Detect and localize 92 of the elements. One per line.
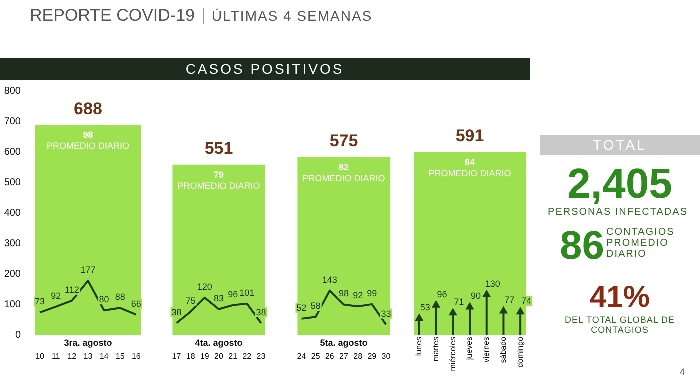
x-tick-label: 12 [68,352,78,362]
text: CONTAGIOS PROMEDIO DIARIO [606,227,676,260]
data-label: 99 [367,288,378,298]
x-tick-label: jueves [465,337,474,362]
x-tick-label: 26 [325,352,335,362]
data-label: 92 [51,290,62,301]
annotation: 82 [338,162,350,172]
x-axis-title: 4ta. agosto [195,338,244,348]
x-axis-title: 3ra. agosto [64,338,113,348]
x-tick-label: 10 [36,352,46,362]
x-tick-label: 23 [256,352,266,362]
x-tick-label: 20 [214,352,224,362]
data-label: 143 [322,274,338,285]
data-label: 33 [381,308,392,319]
data-label: 38 [256,307,266,318]
y-tick-label: 800 [4,86,22,97]
y-tick-label: 600 [4,146,22,158]
text: PERSONAS INFECTADAS [547,207,689,218]
data-label: 52 [296,302,307,313]
point [432,300,440,308]
x-tick-label: lunes [414,337,424,356]
data-label: 177 [80,265,96,275]
data-label: 75 [186,296,196,306]
x-tick-label: 21 [228,352,238,362]
annotation: PROMEDIO DIARIO [428,168,512,179]
data-label: 74 [522,296,532,306]
data-label: 88 [115,292,126,302]
data-label: 96 [228,289,238,300]
x-tick-label: 30 [382,352,392,362]
band-label: 575 [330,132,358,151]
data-label: 112 [64,284,80,295]
x-tick-label: 25 [311,352,321,362]
annotation: PROMEDIO DIARIO [46,141,130,152]
data-label: 38 [172,307,182,318]
data-label: 80 [99,294,110,305]
x-tick-label: domingo [516,336,525,368]
annotation: 79 [214,170,224,180]
text: ÚLTIMAS 4 SEMANAS [203,8,373,24]
point [482,290,491,298]
x-tick-label: 16 [132,352,142,362]
x-tick-label: 27 [340,352,349,362]
y-tick-label: 300 [4,238,22,250]
text: 4 [680,367,686,377]
data-label: 92 [353,290,364,301]
data-label: 71 [454,297,464,308]
y-tick-label: 500 [4,177,22,188]
x-tick-label: sábado [498,336,508,364]
x-tick-label: 14 [100,352,110,362]
x-tick-label: 24 [297,352,307,362]
x-tick-label: 15 [116,352,126,362]
x-axis-title: 5ta. agosto [320,338,368,348]
data-label: 66 [131,298,142,309]
x-tick-label: 13 [84,352,94,362]
text: 41% [588,281,652,315]
data-label: 130 [485,278,500,289]
x-tick-label: 29 [368,352,378,362]
x-tick-label: 18 [186,352,196,362]
text: 2,405 [566,160,674,207]
x-tick-label: 19 [200,352,210,362]
text: CASOS POSITIVOS [0,58,530,80]
text: 86 [560,224,604,269]
y-tick-label: 100 [4,299,22,310]
data-label: 53 [420,302,430,313]
data-label: 98 [338,288,350,299]
y-tick-label: 700 [4,116,22,128]
x-tick-label: 28 [354,352,364,362]
annotation: PROMEDIO DIARIO [178,180,260,191]
x-tick-label: 17 [172,352,182,362]
text: DEL TOTAL GLOBAL DE CONTAGIOS [564,315,676,335]
data-label: 101 [240,288,255,298]
x-tick-label: 11 [52,352,61,362]
data-label: 83 [214,293,224,304]
data-label: 90 [470,291,482,302]
x-tick-label: martes [431,337,440,362]
x-tick-label: miércoles [448,337,458,372]
x-tick-label: viernes [482,337,492,363]
data-label: 58 [310,301,321,312]
data-label: 73 [35,296,46,307]
data-label: 120 [197,282,212,292]
y-tick-label: 400 [4,208,22,219]
text: REPORTE COVID-19 [30,6,196,25]
annotation: PROMEDIO DIARIO [302,173,386,184]
data-label: 77 [504,295,515,306]
data-label: 96 [437,289,448,300]
annotation: 98 [83,130,94,140]
x-tick-label: 22 [242,352,252,362]
band-label: 688 [74,99,102,118]
annotation: 84 [464,158,476,168]
band-label: 591 [456,126,484,146]
y-tick-label: 0 [15,330,22,341]
band-label: 551 [204,139,234,158]
y-tick-label: 200 [4,268,22,280]
